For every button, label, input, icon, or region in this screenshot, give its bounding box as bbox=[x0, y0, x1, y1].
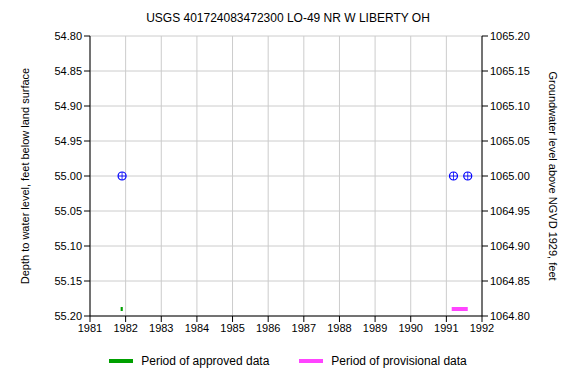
svg-text:54.95: 54.95 bbox=[54, 135, 82, 147]
svg-text:1064.95: 1064.95 bbox=[490, 205, 530, 217]
svg-text:1982: 1982 bbox=[113, 322, 137, 334]
svg-text:1983: 1983 bbox=[149, 322, 173, 334]
svg-text:1988: 1988 bbox=[327, 322, 351, 334]
svg-text:54.80: 54.80 bbox=[54, 30, 82, 42]
svg-text:1065.05: 1065.05 bbox=[490, 135, 530, 147]
svg-text:1065.20: 1065.20 bbox=[490, 30, 530, 42]
svg-text:1064.80: 1064.80 bbox=[490, 310, 530, 322]
svg-text:55.00: 55.00 bbox=[54, 170, 82, 182]
svg-text:1064.85: 1064.85 bbox=[490, 275, 530, 287]
svg-text:1984: 1984 bbox=[185, 322, 209, 334]
svg-text:1990: 1990 bbox=[398, 322, 422, 334]
svg-text:54.90: 54.90 bbox=[54, 100, 82, 112]
svg-text:55.15: 55.15 bbox=[54, 275, 82, 287]
svg-text:1981: 1981 bbox=[78, 322, 102, 334]
svg-text:Depth to water level, feet bel: Depth to water level, feet below land su… bbox=[19, 68, 31, 284]
svg-text:1987: 1987 bbox=[292, 322, 316, 334]
svg-text:55.05: 55.05 bbox=[54, 205, 82, 217]
svg-text:Groundwater level above NGVD 1: Groundwater level above NGVD 1929, feet bbox=[547, 71, 559, 280]
svg-text:55.20: 55.20 bbox=[54, 310, 82, 322]
svg-text:55.10: 55.10 bbox=[54, 240, 82, 252]
svg-text:1065.00: 1065.00 bbox=[490, 170, 530, 182]
svg-text:1064.90: 1064.90 bbox=[490, 240, 530, 252]
svg-text:1992: 1992 bbox=[470, 322, 494, 334]
svg-text:1985: 1985 bbox=[220, 322, 244, 334]
svg-text:1065.15: 1065.15 bbox=[490, 65, 530, 77]
svg-text:1991: 1991 bbox=[434, 322, 458, 334]
svg-text:1065.10: 1065.10 bbox=[490, 100, 530, 112]
svg-text:1986: 1986 bbox=[256, 322, 280, 334]
html-text:Period of provisional data: Period of provisional data bbox=[331, 354, 467, 368]
html-text:Period of approved data: Period of approved data bbox=[141, 354, 270, 368]
svg-text:54.85: 54.85 bbox=[54, 65, 82, 77]
html-text:USGS 401724083472300 LO-49 NR: USGS 401724083472300 LO-49 NR W LIBERTY … bbox=[146, 11, 430, 25]
svg-text:1989: 1989 bbox=[363, 322, 387, 334]
